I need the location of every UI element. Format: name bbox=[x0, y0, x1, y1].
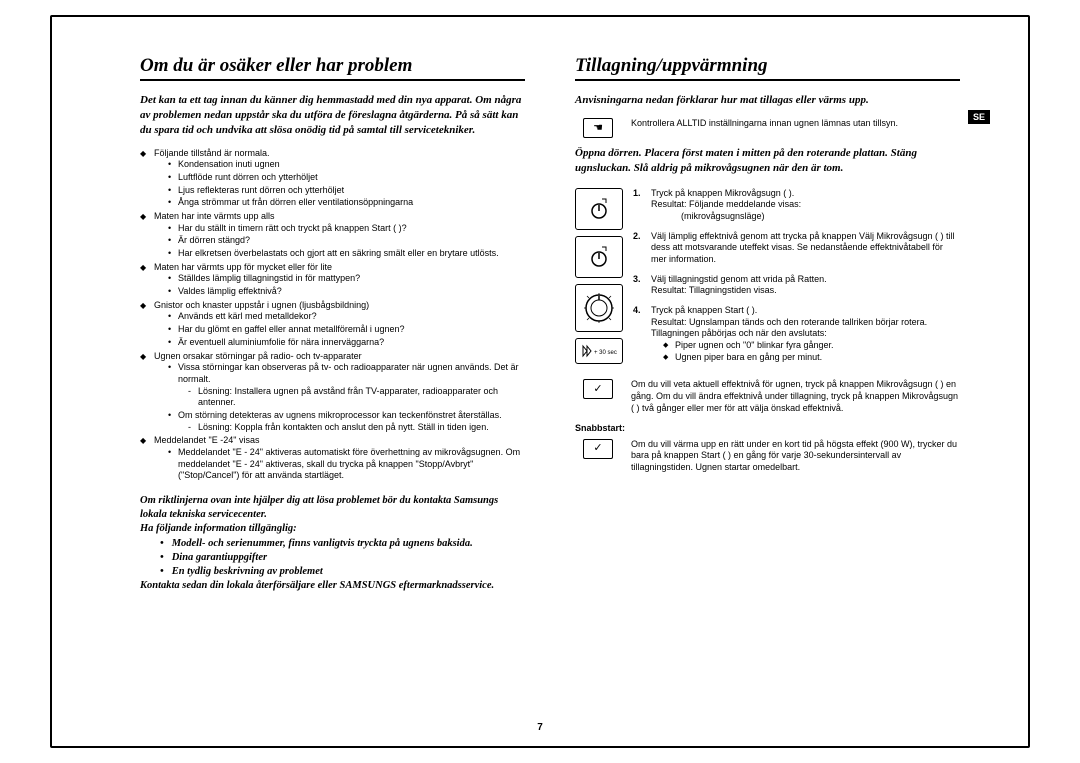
right-column: Tillagning/uppvärmning Anvisningarna ned… bbox=[565, 55, 960, 713]
check-icon: ✓ bbox=[583, 439, 613, 459]
icon-column: + 30 sec bbox=[575, 188, 623, 372]
plus-30-label: + 30 sec bbox=[594, 350, 617, 356]
step-text: Välj tillagningstid genom att vrida på R… bbox=[651, 274, 827, 286]
bullet-item: Är eventuell aluminiumfolie för nära inn… bbox=[168, 337, 525, 349]
left-intro: Det kan ta ett tag innan du känner dig h… bbox=[140, 93, 525, 138]
hand-icon: ☚ bbox=[583, 118, 613, 138]
dial-large-icon bbox=[575, 284, 623, 332]
bullet-item: Ånga strömmar ut från dörren eller venti… bbox=[168, 197, 525, 209]
group-heading: Ugnen orsakar störningar på radio- och t… bbox=[154, 351, 362, 361]
right-intro: Anvisningarna nedan förklarar hur mat ti… bbox=[575, 93, 960, 108]
bullet-item: Ställdes lämplig tillagningstid in för m… bbox=[168, 273, 525, 285]
right-section-title: Tillagning/uppvärmning bbox=[575, 55, 960, 81]
steps-area: + 30 sec 1. Tryck på knappen Mikrovågsug… bbox=[575, 188, 960, 372]
step-text: Välj lämplig effektnivå genom att trycka… bbox=[651, 231, 960, 266]
dial-small-icon bbox=[575, 236, 623, 278]
note-text: Om du vill värma upp en rätt under en ko… bbox=[631, 439, 960, 474]
group-heading: Gnistor och knaster uppstår i ugnen (lju… bbox=[154, 300, 369, 310]
numbered-steps: 1. Tryck på knappen Mikrovågsugn ( ). Re… bbox=[633, 188, 960, 372]
bullet-item: Har elkretsen överbelastats och gjort at… bbox=[168, 248, 525, 260]
step-number: 1. bbox=[633, 188, 645, 223]
group-heading: Maten har inte värmts upp alls bbox=[154, 211, 275, 221]
page-content: Om du är osäker eller har problem Det ka… bbox=[140, 55, 960, 713]
step-item: 3. Välj tillagningstid genom att vrida p… bbox=[633, 274, 960, 297]
group-heading: Maten har värmts upp för mycket eller fö… bbox=[154, 262, 332, 272]
bullet-item: Kondensation inuti ugnen bbox=[168, 159, 525, 171]
check-note: ☚ Kontrollera ALLTID inställningarna inn… bbox=[575, 118, 960, 138]
result-label: Resultat: bbox=[651, 199, 687, 209]
note-1: ✓ Om du vill veta aktuell effektnivå för… bbox=[575, 379, 960, 414]
bullet-item: Om störning detekteras av ugnens mikropr… bbox=[168, 410, 525, 433]
result-text: Tillagningstiden visas. bbox=[689, 285, 777, 295]
service-line: Ha följande information tillgänglig: bbox=[140, 522, 525, 536]
start-30sec-icon: + 30 sec bbox=[575, 338, 623, 364]
result-text: Följande meddelande visas: bbox=[689, 199, 801, 209]
bullet-item: Vissa störningar kan observeras på tv- o… bbox=[168, 362, 525, 409]
step-item: 2. Välj lämplig effektnivå genom att try… bbox=[633, 231, 960, 266]
page-number: 7 bbox=[537, 722, 543, 733]
step-item: 1. Tryck på knappen Mikrovågsugn ( ). Re… bbox=[633, 188, 960, 223]
left-column: Om du är osäker eller har problem Det ka… bbox=[140, 55, 535, 713]
step-text: Tryck på knappen Mikrovågsugn ( ). bbox=[651, 188, 801, 200]
step-item: 4. Tryck på knappen Start ( ). Resultat:… bbox=[633, 305, 960, 363]
group-heading: Meddelandet "E -24" visas bbox=[154, 435, 259, 445]
check-icon: ✓ bbox=[583, 379, 613, 399]
check-text: Kontrollera ALLTID inställningarna innan… bbox=[631, 118, 898, 138]
open-door-text: Öppna dörren. Placera först maten i mitt… bbox=[575, 146, 960, 176]
service-item: Dina garantiuppgifter bbox=[160, 551, 525, 565]
step-text: Tryck på knappen Start ( ). bbox=[651, 305, 960, 317]
step-number: 2. bbox=[633, 231, 645, 266]
bullet-item: Meddelandet "E - 24" aktiveras automatis… bbox=[168, 447, 525, 482]
service-line: Om riktlinjerna ovan inte hjälper dig at… bbox=[140, 494, 525, 522]
snabbstart-label: Snabbstart: bbox=[575, 423, 960, 433]
note-2: ✓ Om du vill värma upp en rätt under en … bbox=[575, 439, 960, 474]
diamond-item: Piper ugnen och "0" blinkar fyra gånger. bbox=[663, 340, 960, 352]
service-line: Kontakta sedan din lokala återförsäljare… bbox=[140, 579, 525, 593]
result-text: Ugnslampan tänds och den roterande tallr… bbox=[651, 317, 927, 339]
result-label: Resultat: bbox=[651, 317, 687, 327]
service-item: En tydlig beskrivning av problemet bbox=[160, 565, 525, 579]
step-number: 4. bbox=[633, 305, 645, 363]
dash-item: Lösning: Installera ugnen på avstånd frå… bbox=[188, 386, 525, 409]
language-badge: SE bbox=[968, 110, 990, 124]
bullet-item: Ljus reflekteras runt dörren och ytterhö… bbox=[168, 185, 525, 197]
troubleshoot-list: Följande tillstånd är normala. Kondensat… bbox=[140, 148, 525, 483]
bullet-item: Har du glömt en gaffel eller annat metal… bbox=[168, 324, 525, 336]
service-info: Om riktlinjerna ovan inte hjälper dig at… bbox=[140, 494, 525, 593]
left-section-title: Om du är osäker eller har problem bbox=[140, 55, 525, 81]
note-text: Om du vill veta aktuell effektnivå för u… bbox=[631, 379, 960, 414]
group-heading: Följande tillstånd är normala. bbox=[154, 148, 270, 158]
bullet-item: Luftflöde runt dörren och ytterhöljet bbox=[168, 172, 525, 184]
bullet-item: Används ett kärl med metalldekor? bbox=[168, 311, 525, 323]
step-sub: (mikrovågsugnsläge) bbox=[681, 211, 801, 223]
dash-item: Lösning: Koppla från kontakten och anslu… bbox=[188, 422, 525, 434]
dial-small-icon bbox=[575, 188, 623, 230]
bullet-item: Valdes lämplig effektnivå? bbox=[168, 286, 525, 298]
bullet-item: Är dörren stängd? bbox=[168, 235, 525, 247]
diamond-item: Ugnen piper bara en gång per minut. bbox=[663, 352, 960, 364]
bullet-item: Har du ställt in timern rätt och tryckt … bbox=[168, 223, 525, 235]
result-label: Resultat: bbox=[651, 285, 687, 295]
service-item: Modell- och serienummer, finns vanligtvi… bbox=[160, 537, 525, 551]
step-number: 3. bbox=[633, 274, 645, 297]
